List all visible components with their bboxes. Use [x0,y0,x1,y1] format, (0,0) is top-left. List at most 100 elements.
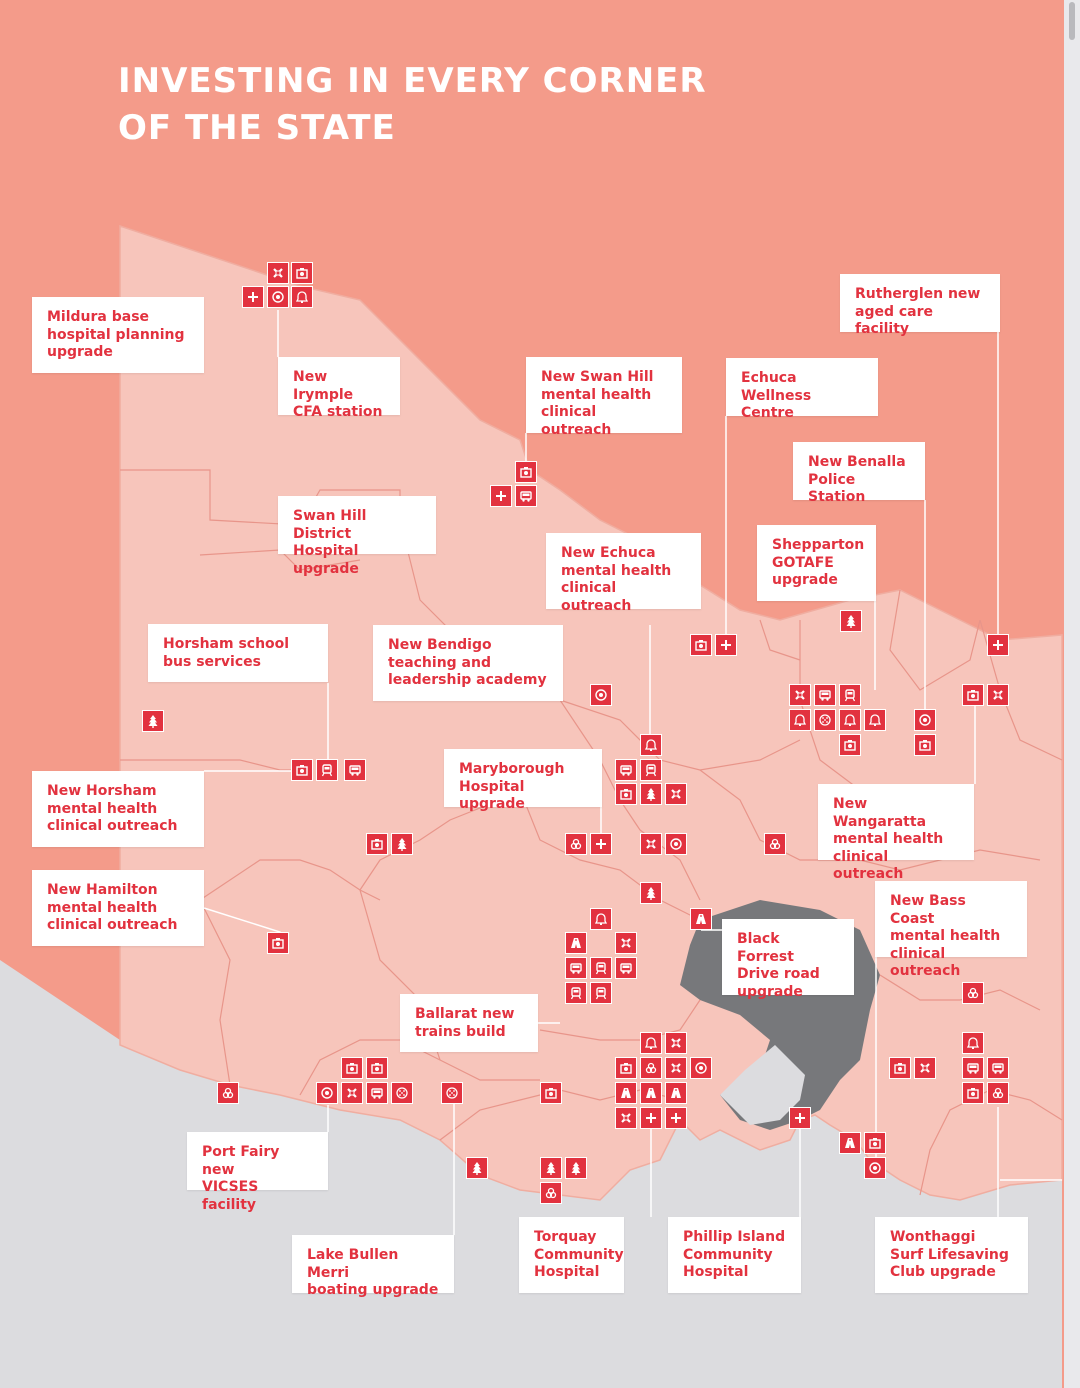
road-icon [665,1082,687,1104]
title-line-1: INVESTING IN EVERY CORNER [118,61,707,101]
road-icon [839,1132,861,1154]
bus-icon [615,957,637,979]
label-lakebullen: Lake Bullen Merri boating upgrade [292,1235,454,1298]
label-swanhill-hosp: Swan Hill District Hospital upgrade [278,496,436,577]
scrollbar-track[interactable] [1064,0,1080,1388]
stack-icon [565,833,587,855]
bell-icon [590,908,612,930]
region-border-line [879,974,1041,1011]
camera-icon [615,1057,637,1079]
bus-icon [814,684,836,706]
region-border-line [599,759,701,901]
tree-icon [640,783,662,805]
region-border-line [859,849,1041,871]
cross-tools-icon [341,1082,363,1104]
label-ballarat: Ballarat new trains build [400,994,538,1052]
hospital-plus-icon [987,634,1009,656]
cross-tools-icon [914,1057,936,1079]
label-bendigo: New Bendigo teaching and leadership acad… [373,625,563,701]
title-line-2: OF THE STATE [118,108,396,148]
road-icon [565,932,587,954]
tree-icon [142,710,164,732]
dotted-ball-icon [391,1082,413,1104]
hospital-plus-icon [789,1107,811,1129]
bell-icon [839,709,861,731]
hospital-plus-icon [665,1107,687,1129]
hospital-plus-icon [715,634,737,656]
train-icon [590,957,612,979]
label-wangaratta: New Wangaratta mental health clinical ou… [818,784,974,882]
hospital-plus-icon [490,485,512,507]
camera-icon [615,783,637,805]
train-icon [839,684,861,706]
camera-icon [962,684,984,706]
bell-icon [864,709,886,731]
stack-icon [217,1082,239,1104]
dotted-ball-icon [814,709,836,731]
hospital-plus-icon [640,1107,662,1129]
stack-icon [764,833,786,855]
bus-icon [515,485,537,507]
bell-icon [640,734,662,756]
region-border-line [889,589,981,691]
tree-icon [565,1157,587,1179]
label-phillip: Phillip Island Community Hospital [668,1217,801,1293]
target-icon [590,684,612,706]
region-border-line [699,769,860,861]
label-shepparton: Shepparton GOTAFE upgrade [757,525,876,601]
label-torquay: Torquay Community Hospital [519,1217,624,1293]
target-icon [316,1082,338,1104]
label-benalla: New Benalla Police Station [793,442,925,505]
label-hamilton: New Hamilton mental health clinical outr… [32,870,204,946]
camera-icon [267,932,289,954]
bus-icon [344,759,366,781]
label-echuca-wellness: Echuca Wellness Centre [726,358,878,421]
tree-icon [466,1157,488,1179]
train-icon [590,982,612,1004]
region-border-line [199,899,231,1086]
label-blackforrest: Black Forrest Drive road upgrade [722,919,854,1000]
cross-tools-icon [789,684,811,706]
train-icon [565,982,587,1004]
target-icon [690,1057,712,1079]
tree-icon [391,833,413,855]
bus-icon [987,1057,1009,1079]
stack-icon [540,1182,562,1204]
bell-icon [291,286,313,308]
target-icon [267,286,289,308]
bus-icon [615,759,637,781]
camera-icon [889,1057,911,1079]
road-icon [615,1082,637,1104]
bus-icon [962,1057,984,1079]
scrollbar-thumb[interactable] [1069,2,1075,40]
cross-tools-icon [267,262,289,284]
label-irymple: New Irymple CFA station [278,357,400,420]
dotted-ball-icon [441,1082,463,1104]
camera-icon [914,734,936,756]
label-horsham-bus: Horsham school bus services [148,624,328,682]
stack-icon [962,982,984,1004]
label-echuca-mh: New Echuca mental health clinical outrea… [546,533,701,614]
road-icon [640,1082,662,1104]
cross-tools-icon [615,932,637,954]
cross-tools-icon [640,833,662,855]
camera-icon [839,734,861,756]
label-swanhill-mh: New Swan Hill mental health clinical out… [526,357,682,438]
bus-icon [366,1082,388,1104]
cross-tools-icon [665,1057,687,1079]
camera-icon [540,1082,562,1104]
region-border-line [519,789,701,921]
tree-icon [640,882,662,904]
region-border-line [759,619,801,661]
label-maryborough: Maryborough Hospital upgrade [444,749,602,812]
target-icon [864,1157,886,1179]
camera-icon [366,833,388,855]
train-icon [640,759,662,781]
bell-icon [640,1032,662,1054]
page-title: INVESTING IN EVERY CORNER OF THE STATE [118,58,707,152]
road-icon [690,908,712,930]
label-wonthaggi: Wonthaggi Surf Lifesaving Club upgrade [875,1217,1028,1293]
bus-icon [565,957,587,979]
label-basscoast: New Bass Coast mental health clinical ou… [875,881,1027,979]
